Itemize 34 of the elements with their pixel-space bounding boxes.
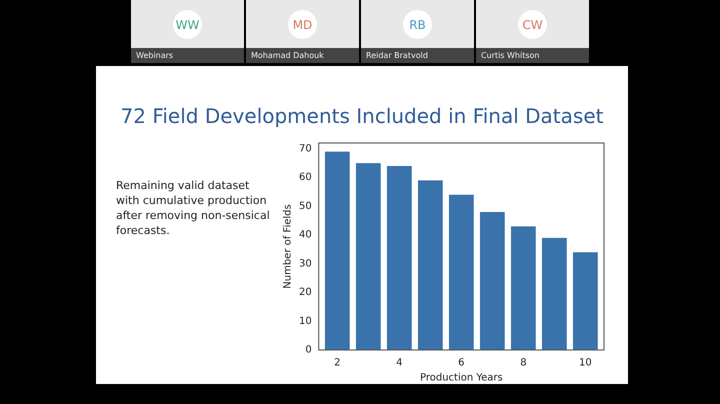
- y-tick-label: 30: [298, 258, 312, 270]
- y-tick-label: 50: [298, 200, 312, 212]
- text: Reidar Bratvold: [361, 48, 474, 63]
- y-tick-label: 10: [298, 316, 312, 327]
- x-tick-label: 2: [334, 358, 341, 369]
- x-axis-title: Production Years: [420, 372, 503, 384]
- chart-title: 72 Field Developments Included in Final Dataset: [120, 104, 604, 128]
- bar: [418, 180, 443, 350]
- bar: [510, 226, 536, 350]
- text: CW: [518, 10, 547, 39]
- y-tick-label: 40: [298, 230, 312, 241]
- x-tick-label: 4: [396, 358, 403, 369]
- y-tick-label: 60: [298, 172, 312, 184]
- y-tick-label: 20: [298, 287, 312, 298]
- bar: [480, 212, 505, 350]
- x-tick-label: 6: [458, 358, 465, 369]
- bar: [542, 238, 567, 350]
- text: MD: [288, 10, 317, 39]
- bar: [356, 163, 381, 350]
- x-tick-label: 8: [520, 358, 527, 369]
- text: Curtis Whitson: [476, 48, 589, 63]
- text: WW: [173, 10, 202, 39]
- bar: [386, 166, 412, 350]
- y-tick-label: 70: [298, 143, 312, 154]
- text: Webinars: [131, 48, 244, 63]
- text: Remaining valid dataset with cumulative production after removing non-sensical forecasts.: [116, 178, 271, 238]
- y-tick-label: 0: [305, 344, 312, 356]
- x-tick-label: 10: [579, 358, 592, 369]
- bar: [448, 194, 474, 350]
- y-axis-title: Number of Fields: [282, 204, 294, 289]
- bar: [324, 152, 350, 350]
- bar: [572, 252, 598, 350]
- text: RB: [403, 10, 432, 39]
- text: Mohamad Dahouk: [246, 48, 359, 63]
